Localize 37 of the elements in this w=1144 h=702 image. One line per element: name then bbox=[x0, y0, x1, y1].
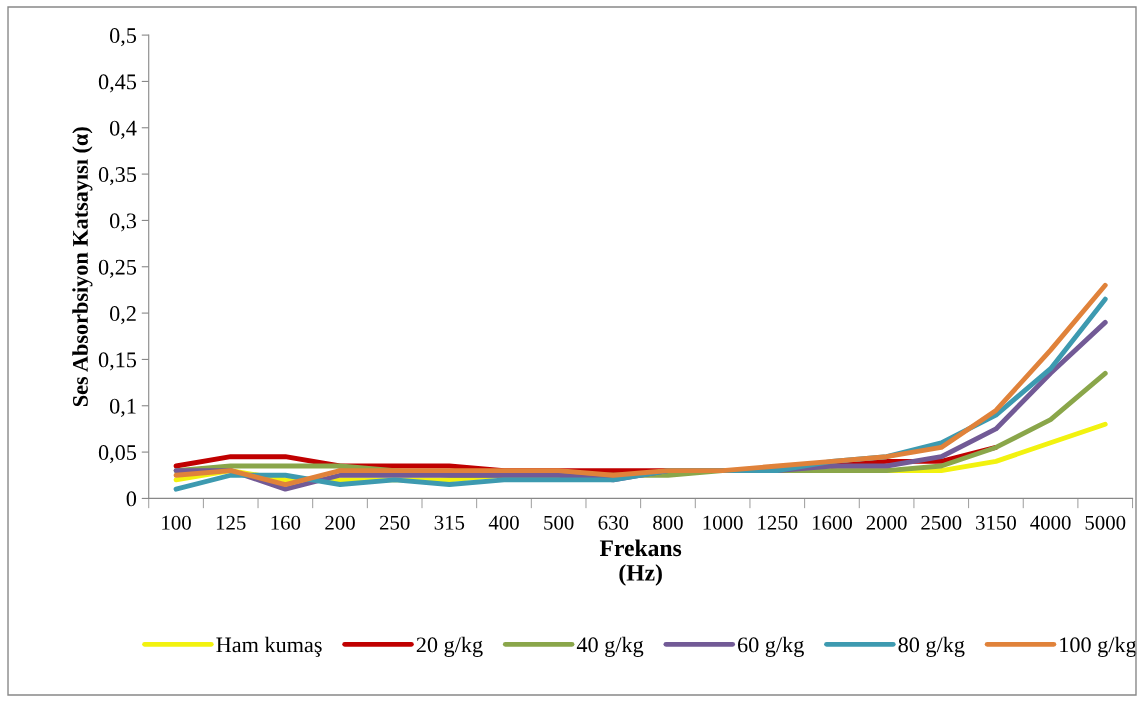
x-axis-title: Frekans (Hz) bbox=[599, 539, 682, 586]
legend-label: 100 g/kg bbox=[1060, 636, 1137, 657]
y-tick-label: 0,5 bbox=[109, 28, 137, 47]
x-tick-label: 400 bbox=[488, 515, 519, 530]
x-tick-label: 315 bbox=[434, 515, 465, 530]
x-tick-label: 3150 bbox=[976, 515, 1016, 530]
x-tick-label: 1600 bbox=[812, 515, 852, 530]
x-tick-label: 630 bbox=[598, 515, 629, 530]
y-tick-label: 0,1 bbox=[109, 398, 136, 417]
x-tick-label: 250 bbox=[379, 515, 410, 530]
x-tick-label: 100 bbox=[162, 515, 191, 530]
y-tick-label: 0,35 bbox=[98, 167, 137, 186]
x-tick-label: 1250 bbox=[758, 515, 798, 530]
y-tick-label: 0,45 bbox=[98, 74, 137, 93]
legend-label: 20 g/kg bbox=[416, 636, 483, 657]
x-tick-label: 500 bbox=[544, 515, 574, 530]
legend-label: 40 g/kg bbox=[576, 636, 644, 657]
legend-label: Ham kumaş bbox=[216, 636, 322, 657]
y-axis-title: Ses Absorbsiyon Katsayısı (α) bbox=[72, 127, 93, 407]
y-tick-label: 0 bbox=[126, 491, 137, 507]
y-tick-label: 0,25 bbox=[98, 259, 137, 278]
x-tick-label: 1000 bbox=[703, 515, 743, 530]
y-tick-label: 0,3 bbox=[109, 213, 137, 232]
y-tick-label: 0,2 bbox=[109, 306, 136, 325]
x-tick-label: 160 bbox=[271, 515, 301, 530]
legend-label: 80 g/kg bbox=[898, 636, 965, 657]
x-tick-label: 800 bbox=[653, 515, 683, 530]
legend-label: 60 g/kg bbox=[738, 636, 804, 657]
x-tick-label: 2000 bbox=[866, 515, 907, 530]
x-tick-label: 5000 bbox=[1085, 515, 1126, 530]
x-tick-label: 4000 bbox=[1030, 515, 1071, 530]
y-tick-label: 0,4 bbox=[109, 120, 137, 139]
x-tick-label: 125 bbox=[216, 515, 246, 530]
y-tick-label: 0,05 bbox=[98, 445, 137, 464]
y-tick-label: 0,15 bbox=[98, 352, 137, 371]
x-tick-label: 200 bbox=[325, 515, 355, 530]
x-tick-label: 2500 bbox=[921, 515, 962, 530]
